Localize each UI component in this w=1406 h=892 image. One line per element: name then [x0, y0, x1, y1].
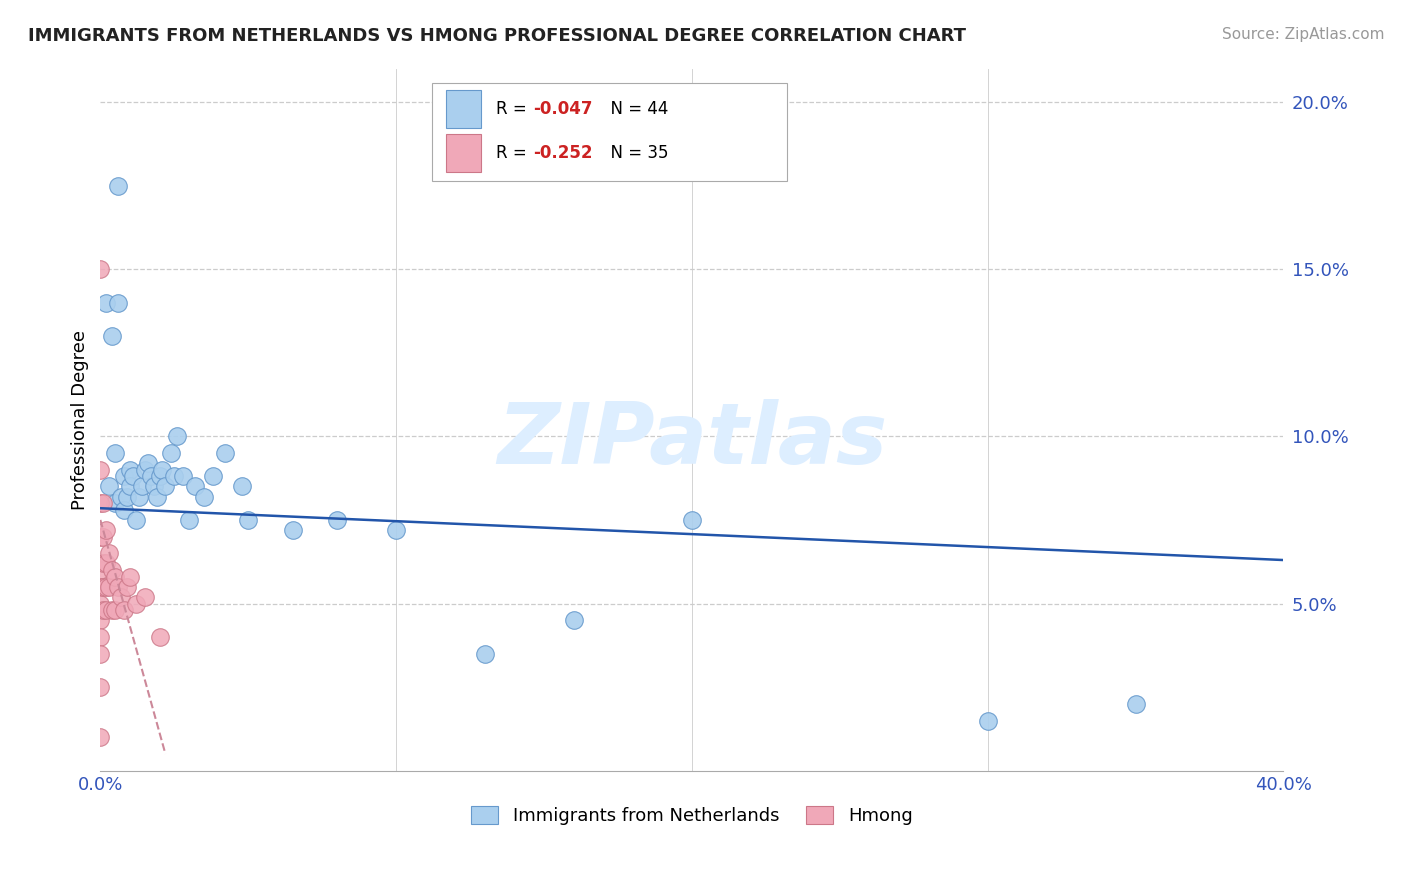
Point	[91, 530, 114, 544]
Point	[385, 523, 408, 537]
Point	[148, 630, 170, 644]
Point	[104, 603, 127, 617]
Point	[163, 469, 186, 483]
Point	[98, 546, 121, 560]
FancyBboxPatch shape	[432, 83, 786, 181]
Point	[125, 513, 148, 527]
Legend: Immigrants from Netherlands, Hmong: Immigrants from Netherlands, Hmong	[471, 805, 912, 825]
Point	[107, 580, 129, 594]
Point	[89, 463, 111, 477]
Point	[89, 630, 111, 644]
Point	[177, 513, 200, 527]
Point	[96, 580, 118, 594]
Point	[110, 490, 132, 504]
Point	[115, 580, 138, 594]
Bar	[446, 134, 481, 172]
Point	[118, 570, 141, 584]
Point	[101, 603, 124, 617]
Point	[96, 295, 118, 310]
Text: -0.047: -0.047	[533, 100, 593, 118]
Point	[214, 446, 236, 460]
Point	[118, 479, 141, 493]
Point	[681, 513, 703, 527]
Point	[172, 469, 194, 483]
Text: Source: ZipAtlas.com: Source: ZipAtlas.com	[1222, 27, 1385, 42]
Point	[89, 731, 111, 745]
Point	[118, 463, 141, 477]
Point	[115, 490, 138, 504]
Point	[134, 590, 156, 604]
Point	[89, 597, 111, 611]
Text: ZIPatlas: ZIPatlas	[496, 400, 887, 483]
Text: R =: R =	[495, 100, 531, 118]
Point	[976, 714, 998, 728]
Point	[96, 557, 118, 571]
Point	[107, 178, 129, 193]
Point	[474, 647, 496, 661]
Point	[98, 479, 121, 493]
Point	[326, 513, 349, 527]
Point	[1125, 697, 1147, 711]
Point	[112, 603, 135, 617]
Point	[122, 469, 145, 483]
Point	[131, 479, 153, 493]
Y-axis label: Professional Degree: Professional Degree	[72, 330, 89, 509]
Point	[128, 490, 150, 504]
Point	[89, 647, 111, 661]
Point	[98, 580, 121, 594]
Point	[281, 523, 304, 537]
Point	[231, 479, 253, 493]
Point	[142, 479, 165, 493]
Point	[104, 496, 127, 510]
Point	[101, 563, 124, 577]
Point	[562, 613, 585, 627]
Point	[152, 463, 174, 477]
Point	[160, 446, 183, 460]
Point	[96, 603, 118, 617]
Text: IMMIGRANTS FROM NETHERLANDS VS HMONG PROFESSIONAL DEGREE CORRELATION CHART: IMMIGRANTS FROM NETHERLANDS VS HMONG PRO…	[28, 27, 966, 45]
Point	[96, 523, 118, 537]
Text: N = 44: N = 44	[599, 100, 668, 118]
Point	[104, 446, 127, 460]
Point	[91, 496, 114, 510]
Text: N = 35: N = 35	[599, 145, 668, 162]
Point	[184, 479, 207, 493]
Text: R =: R =	[495, 145, 531, 162]
Point	[91, 557, 114, 571]
Point	[238, 513, 260, 527]
Point	[139, 469, 162, 483]
Text: -0.252: -0.252	[533, 145, 593, 162]
Point	[91, 580, 114, 594]
Point	[201, 469, 224, 483]
Bar	[446, 89, 481, 128]
Point	[104, 570, 127, 584]
Point	[110, 590, 132, 604]
Point	[112, 503, 135, 517]
Point	[89, 580, 111, 594]
Point	[112, 469, 135, 483]
Point	[89, 262, 111, 277]
Point	[89, 530, 111, 544]
Point	[91, 603, 114, 617]
Point	[155, 479, 177, 493]
Point	[145, 490, 167, 504]
Point	[89, 496, 111, 510]
Point	[193, 490, 215, 504]
Point	[125, 597, 148, 611]
Point	[166, 429, 188, 443]
Point	[89, 613, 111, 627]
Point	[134, 463, 156, 477]
Point	[148, 469, 170, 483]
Point	[136, 456, 159, 470]
Point	[89, 563, 111, 577]
Point	[89, 680, 111, 694]
Point	[101, 329, 124, 343]
Point	[107, 295, 129, 310]
